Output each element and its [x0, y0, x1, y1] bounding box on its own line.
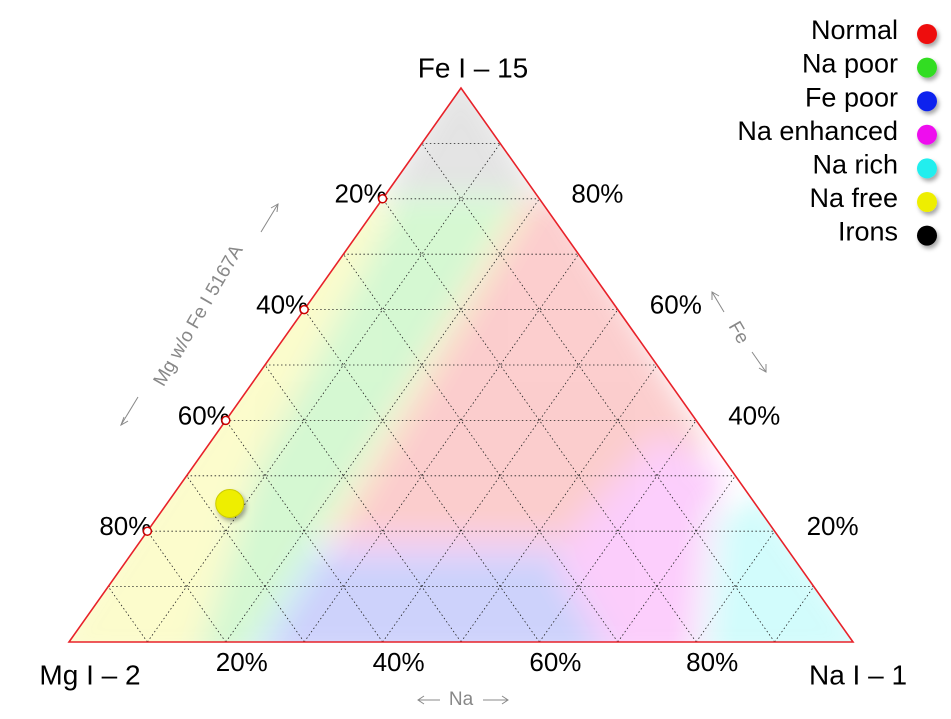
data-point	[215, 489, 245, 518]
legend-label: Normal	[811, 15, 898, 45]
tick-label: 20%	[807, 511, 859, 541]
tick-marker	[299, 304, 309, 315]
grid-line	[695, 530, 775, 643]
vertex-label: Fe I – 15	[418, 52, 529, 83]
tick-label: 80%	[99, 511, 151, 541]
legend-marker	[917, 192, 937, 212]
vertex-label: Mg I – 2	[39, 659, 140, 690]
axis-title: Na	[449, 689, 474, 710]
triangle-outline	[67, 86, 855, 643]
legend-label: Na poor	[802, 49, 898, 79]
grid	[107, 142, 815, 643]
grid-line	[147, 143, 501, 643]
tick-marker	[142, 526, 153, 536]
axis-title: Mg w/o Fe I 5167A	[150, 241, 248, 390]
legend-label: Na rich	[812, 150, 898, 180]
legend-label: Irons	[838, 217, 898, 247]
vertex-label: Na I – 1	[809, 659, 907, 690]
grid-line	[539, 420, 697, 643]
legend-marker	[917, 24, 937, 44]
axis-title: Fe	[724, 318, 753, 348]
tick-label: 60%	[529, 647, 581, 677]
legend-marker	[917, 57, 937, 78]
tick-label: 60%	[650, 289, 702, 319]
tick-label: 40%	[728, 400, 780, 430]
grid-line	[382, 198, 697, 643]
legend-marker	[917, 225, 937, 246]
tick-label: 80%	[571, 179, 623, 209]
legend-marker	[917, 124, 937, 145]
legend-label: Na enhanced	[737, 116, 898, 146]
tick-label: 20%	[216, 647, 268, 677]
grid-line	[421, 143, 775, 643]
tick-label: 40%	[256, 289, 308, 319]
grid-line	[774, 586, 815, 643]
tick-marker	[221, 415, 231, 426]
tick-label: 20%	[335, 179, 387, 209]
tick-label: 60%	[178, 400, 230, 430]
legend-label: Na free	[809, 183, 898, 213]
legend-marker	[917, 91, 937, 112]
grid-line	[147, 530, 227, 643]
grid-line	[264, 364, 462, 643]
axis-arrows	[120, 203, 767, 705]
grid-line	[225, 420, 383, 643]
grid-line	[225, 198, 540, 643]
tick-marker	[377, 194, 388, 204]
grid-line	[107, 586, 148, 643]
grid-line	[460, 364, 658, 643]
legend-marker	[917, 158, 937, 179]
tick-label: 80%	[686, 647, 738, 677]
legend-label: Fe poor	[805, 82, 898, 112]
tick-label: 40%	[373, 647, 425, 677]
